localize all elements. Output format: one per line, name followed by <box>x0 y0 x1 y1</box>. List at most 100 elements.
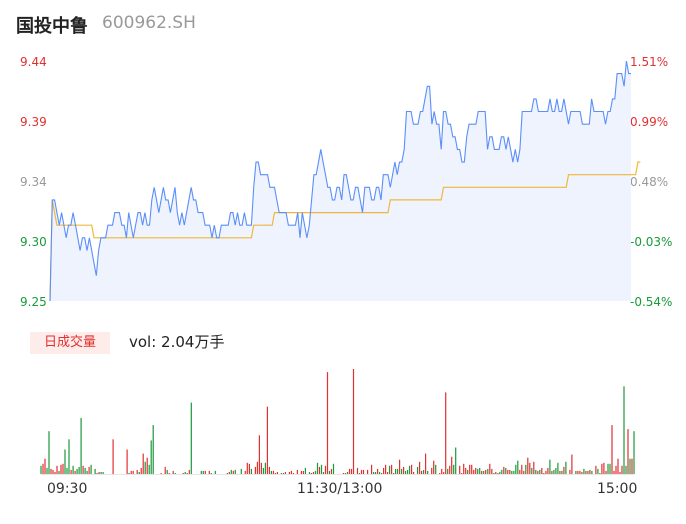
volume-bar <box>481 470 483 474</box>
volume-bar <box>70 469 72 474</box>
volume-bar <box>300 470 302 474</box>
volume-bar <box>497 473 499 474</box>
volume-bar <box>541 467 543 474</box>
volume-bar <box>407 469 409 474</box>
volume-bar <box>302 470 304 474</box>
volume-bar <box>50 468 52 474</box>
volume-bar <box>272 470 274 474</box>
volume-bar <box>80 417 82 474</box>
volume-bar <box>515 464 517 474</box>
volume-bar <box>276 472 278 474</box>
volume-bar <box>42 463 44 474</box>
volume-bar <box>320 464 323 474</box>
volume-bar <box>68 439 70 474</box>
volume-bar <box>166 469 168 474</box>
volume-bar <box>78 466 80 474</box>
volume-bar <box>190 402 192 474</box>
volume-bar <box>403 466 405 474</box>
volume-bar <box>130 470 132 474</box>
volume-bar <box>348 468 351 474</box>
volume-bar <box>290 470 292 474</box>
daily-volume-badge[interactable]: 日成交量 <box>30 332 110 354</box>
volume-bar <box>435 464 437 474</box>
volume-bar <box>328 470 331 474</box>
volume-bar <box>244 470 246 474</box>
volume-bar <box>389 465 391 474</box>
volume-bar <box>477 468 479 474</box>
volume-bar <box>318 466 321 474</box>
volume-bar <box>613 470 615 474</box>
volume-bar <box>94 468 96 474</box>
volume-bar <box>473 469 475 474</box>
volume-bar <box>268 466 270 474</box>
volume-bar <box>387 472 389 474</box>
volume-bar <box>499 472 501 474</box>
volume-bar <box>405 470 407 474</box>
volume-bar <box>423 469 425 474</box>
volume-bar <box>465 467 467 474</box>
volume-bar <box>136 469 138 474</box>
volume-bar <box>531 467 533 474</box>
stock-code: 600962.SH <box>102 13 196 33</box>
volume-bar <box>344 473 347 474</box>
volume-bar <box>379 472 381 474</box>
volume-bar <box>397 468 399 474</box>
volume-bar <box>360 469 363 474</box>
volume-bar <box>409 465 411 474</box>
volume-bar <box>304 467 306 474</box>
volume-bar <box>367 469 369 474</box>
volume-bar <box>535 469 537 474</box>
volume-bar <box>557 462 559 474</box>
volume-bar <box>621 465 623 474</box>
volume-bar <box>453 464 455 474</box>
volume-bar <box>375 472 377 474</box>
volume-bar <box>66 467 68 474</box>
volume-bar <box>48 431 50 474</box>
volume-bar <box>182 473 184 474</box>
volume-bar <box>583 468 585 474</box>
y-right-tick: 0.48% <box>630 175 669 189</box>
volume-bar <box>441 468 443 474</box>
volume-bar <box>455 447 457 474</box>
volume-bar <box>316 462 319 474</box>
volume-bar <box>393 473 395 474</box>
volume-bar <box>469 464 471 474</box>
volume-bar <box>563 466 565 474</box>
volume-bar <box>144 461 146 474</box>
volume-bar <box>82 465 84 474</box>
volume-bar <box>270 470 272 474</box>
volume-bar <box>555 467 557 474</box>
y-right-tick: 0.99% <box>630 115 669 129</box>
volume-bar <box>232 470 234 474</box>
volume-bar <box>483 470 485 474</box>
volume-bar <box>210 473 212 474</box>
volume-bar <box>479 467 481 474</box>
x-tick-open: 09:30 <box>47 481 88 497</box>
volume-bar <box>551 470 553 474</box>
volume-bar <box>208 470 210 474</box>
volume-bar <box>184 472 186 474</box>
volume-bar <box>332 463 335 474</box>
volume-bar <box>282 473 284 474</box>
volume-bar <box>463 463 465 474</box>
volume-bar <box>607 463 609 474</box>
volume-bar <box>395 468 397 474</box>
volume-bar <box>264 462 266 474</box>
volume-bar <box>112 439 114 474</box>
volume-bar <box>561 470 563 474</box>
volume-bar <box>84 467 86 474</box>
volume-bar <box>164 466 166 474</box>
volume-bar <box>559 470 561 474</box>
volume-bar <box>411 464 413 474</box>
volume-bar <box>543 473 545 474</box>
volume-bar <box>168 473 170 474</box>
volume-bar <box>202 470 204 474</box>
volume-bar <box>619 472 621 474</box>
volume-bar <box>401 468 403 474</box>
volume-bar <box>146 457 148 474</box>
volume-bar <box>623 386 625 474</box>
volume-bar <box>356 467 359 474</box>
y-left-tick: 9.39 <box>20 115 47 129</box>
volume-bar <box>214 470 216 474</box>
volume-bar <box>46 467 48 474</box>
